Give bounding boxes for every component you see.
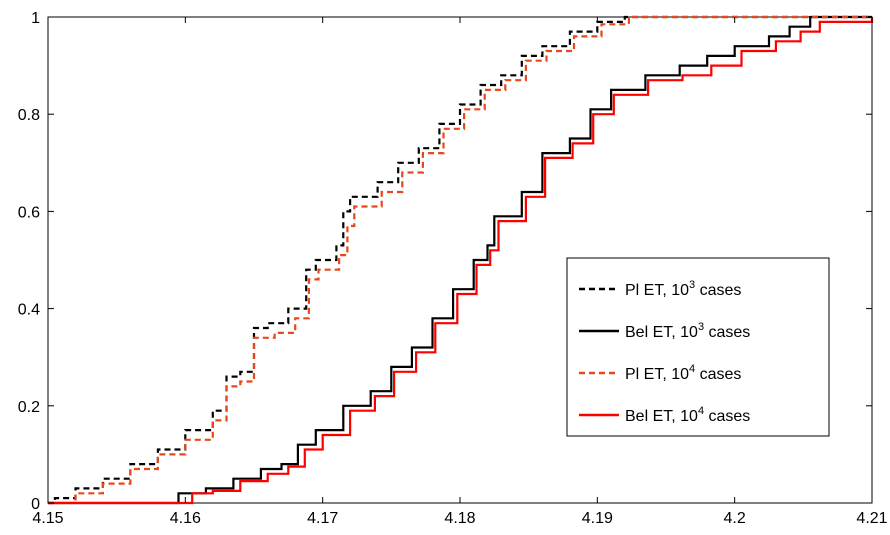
- y-tick-label: 0.2: [18, 399, 40, 416]
- series-line-4: [48, 17, 874, 505]
- x-tick-label: 4.18: [444, 510, 475, 527]
- series-line-3: [48, 15, 872, 505]
- axes-layer: 4.15 4.16 4.17 4.18 4.19 4.2 4.21 0 0.2 0.4 0.6 0.8…: [18, 10, 888, 527]
- x-tick-label: 4.17: [307, 510, 338, 527]
- y-tick-label: 0: [31, 496, 40, 513]
- legend: Pl ET, 103 cases Bel ET, 103 cases Pl ET, …: [566, 257, 830, 437]
- y-tick-label: 1: [31, 10, 40, 27]
- x-tick-label: 4.19: [582, 510, 613, 527]
- x-tick-label: 4.21: [856, 510, 887, 527]
- x-tick-label: 4.2: [724, 510, 746, 527]
- y-tick-label: 0.8: [18, 107, 40, 124]
- y-tick-label: 0.6: [18, 204, 40, 221]
- y-tick-label: 0.4: [18, 302, 40, 319]
- legend-label-4: Bel ET, 104 cases: [625, 405, 750, 425]
- legend-label-2: Bel ET, 103 cases: [625, 321, 750, 341]
- series-line-1: [48, 15, 872, 505]
- x-tick-label: 4.16: [170, 510, 201, 527]
- legend-label-3: Pl ET, 104 cases: [625, 363, 741, 383]
- legend-label-1: Pl ET, 103 cases: [625, 279, 741, 299]
- series-layer: [48, 15, 874, 505]
- x-tick-label: 4.15: [32, 510, 63, 527]
- series-line-2: [48, 15, 872, 505]
- legend-box: [566, 257, 830, 437]
